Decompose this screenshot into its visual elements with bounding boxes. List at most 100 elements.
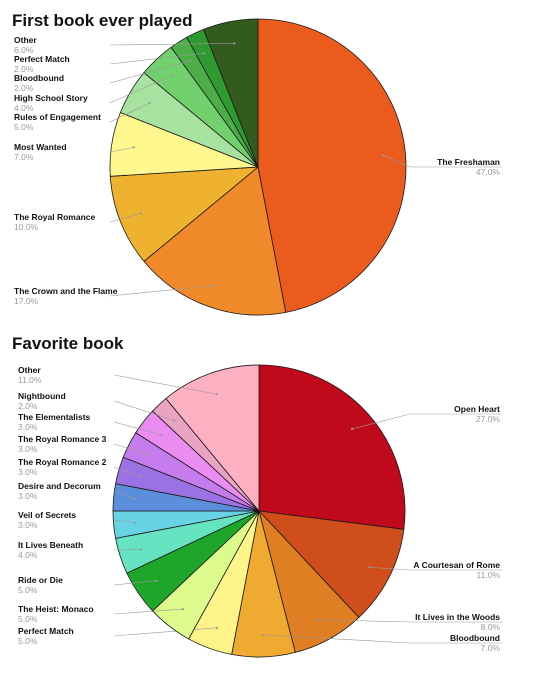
chart-1-leader-the-crown-and-the-flame: [109, 285, 216, 297]
chart-2-leader-dot-the-heist-monaco: [181, 608, 184, 611]
chart-2-value-ride-or-die: 5.0%: [18, 585, 38, 595]
chart-2-leader-dot-ride-or-die: [155, 579, 158, 582]
chart-1-leader-high-school-story: [109, 75, 173, 104]
chart-1-leader-dot-rules-of-engagement: [148, 101, 151, 105]
chart-2-leader-dot-veil-of-secrets: [134, 521, 137, 524]
chart-2-leader-bloodbound: [262, 634, 502, 644]
chart-1-leader-the-freshaman: [383, 154, 502, 168]
chart-2-leader-dot-it-lives-beneath: [139, 548, 143, 551]
chart-1-leader-most-wanted: [109, 147, 134, 153]
chart-2-value-nightbound: 2.0%: [18, 401, 38, 411]
chart-1-slice-the-royal-romance: [109, 166, 260, 262]
chart-1-label-the-royal-romance: The Royal Romance: [14, 212, 96, 222]
chart-2-label-the-royal-romance-3: The Royal Romance 3: [18, 434, 107, 444]
chart-2-label-bloodbound: Bloodbound: [450, 633, 500, 643]
chart-2-value-the-elementalists: 3.0%: [18, 422, 38, 432]
chart-2-leader-the-elementalists: [113, 421, 161, 436]
chart-2-value-the-heist-monaco: 5.0%: [18, 614, 38, 624]
chart-1-leader-dot-bloodbound: [189, 59, 192, 62]
chart-1-value-high-school-story: 4.0%: [14, 103, 34, 113]
chart-1-leader-dot-the-royal-romance: [139, 212, 143, 215]
chart-1-value-the-royal-romance: 10.0%: [14, 222, 39, 232]
chart-2-value-the-royal-romance-2: 3.0%: [18, 467, 38, 477]
chart-2-leader-dot-the-elementalists: [159, 433, 162, 436]
chart-1-value-perfect-match: 2.0%: [14, 64, 34, 74]
chart-2-leader-dot-bloodbound: [261, 633, 264, 637]
chart-1-label-bloodbound: Bloodbound: [14, 73, 64, 83]
chart-2-label-a-courtesan-of-rome: A Courtesan of Rome: [413, 560, 500, 570]
chart-2-leader-dot-the-royal-romance-2: [138, 475, 141, 478]
chart-2-label-the-elementalists: The Elementalists: [18, 412, 91, 422]
chart-2-value-it-lives-beneath: 4.0%: [18, 550, 38, 560]
chart-2-leader-dot-a-courtesan-of-rome: [368, 566, 371, 569]
chart-2-leader-dot-the-royal-romance-3: [147, 453, 150, 456]
chart-2-slice-a-courtesan-of-rome: [257, 510, 405, 618]
chart-2-leader-veil-of-secrets: [113, 519, 136, 523]
chart-2-value-a-courtesan-of-rome: 11.0%: [477, 570, 501, 580]
chart-2-value-desire-and-decorum: 3.0%: [18, 491, 38, 501]
chart-2-leader-dot-open-heart: [351, 427, 354, 430]
chart-2-label-desire-and-decorum: Desire and Decorum: [18, 481, 101, 491]
chart-1-title: First book ever played: [12, 11, 192, 30]
chart-2-leader-it-lives-in-the-woods: [318, 619, 502, 623]
chart-2-leader-the-heist-monaco: [113, 608, 183, 615]
chart-1-value-the-crown-and-the-flame: 17.0%: [14, 296, 39, 306]
chart-1-label-other: Other: [14, 35, 37, 45]
chart-2-value-veil-of-secrets: 3.0%: [18, 520, 38, 530]
chart-2-label-open-heart: Open Heart: [454, 404, 500, 414]
chart-2-leader-nightbound: [113, 400, 175, 421]
chart-2-leader-dot-other: [215, 393, 219, 396]
chart-1-leader-dot-most-wanted: [132, 146, 135, 149]
chart-2-leader-open-heart: [352, 413, 502, 430]
chart-1-value-other: 6.0%: [14, 45, 34, 55]
chart-1-leader-perfect-match: [109, 52, 205, 65]
chart-1-value-most-wanted: 7.0%: [14, 152, 34, 162]
chart-2-label-the-royal-romance-2: The Royal Romance 2: [18, 457, 107, 467]
chart-2-label-veil-of-secrets: Veil of Secrets: [18, 510, 76, 520]
chart-1-leader-rules-of-engagement: [109, 102, 150, 123]
chart-2-label-it-lives-in-the-woods: It Lives in the Woods: [415, 612, 500, 622]
chart-1-leader-the-royal-romance: [109, 213, 142, 223]
chart-2-label-perfect-match: Perfect Match: [18, 626, 74, 636]
chart-1-leader-dot-perfect-match: [203, 52, 206, 55]
chart-1-value-rules-of-engagement: 5.0%: [14, 122, 34, 132]
chart-1-leader-dot-other: [233, 42, 236, 45]
chart-2-leader-perfect-match: [113, 627, 218, 637]
chart-2-label-nightbound: Nightbound: [18, 391, 66, 401]
chart-2-label-the-heist-monaco: The Heist: Monaco: [18, 604, 94, 614]
chart-2-value-open-heart: 27.0%: [476, 414, 501, 424]
chart-1-leader-bloodbound: [109, 60, 191, 84]
chart-1-value-bloodbound: 2.0%: [14, 83, 34, 93]
chart-2-leader-the-royal-romance-3: [113, 443, 149, 455]
chart-2-value-the-royal-romance-3: 3.0%: [18, 444, 38, 454]
chart-1-slice-the-freshaman: [257, 18, 407, 313]
chart-2-leader-dot-perfect-match: [215, 626, 219, 629]
chart-2-label-other: Other: [18, 365, 41, 375]
chart-2-leader-other: [113, 374, 218, 395]
chart-2-value-perfect-match: 5.0%: [18, 636, 38, 646]
chart-2-value-other: 11.0%: [18, 375, 42, 385]
chart-2-leader-desire-and-decorum: [113, 490, 136, 500]
chart-1-leader-dot-the-freshaman: [382, 154, 385, 157]
chart-2-label-it-lives-beneath: It Lives Beneath: [18, 540, 83, 550]
chart-2-slice-open-heart: [258, 364, 406, 530]
chart-2-slice-other: [165, 364, 260, 513]
chart-2-value-bloodbound: 7.0%: [481, 643, 501, 653]
chart-2-value-it-lives-in-the-woods: 8.0%: [481, 622, 501, 632]
chart-2-leader-dot-desire-and-decorum: [134, 498, 137, 501]
chart-1-label-the-freshaman: The Freshaman: [437, 157, 500, 167]
chart-2-label-ride-or-die: Ride or Die: [18, 575, 63, 585]
chart-1-leader-other: [109, 43, 235, 46]
chart-2-leader-dot-nightbound: [172, 419, 176, 422]
chart-1-leader-dot-the-crown-and-the-flame: [214, 284, 217, 287]
chart-1-label-most-wanted: Most Wanted: [14, 142, 67, 152]
chart-2-title: Favorite book: [12, 334, 124, 353]
chart-2-leader-a-courtesan-of-rome: [369, 567, 502, 571]
chart-1-label-perfect-match: Perfect Match: [14, 54, 70, 64]
chart-1-value-the-freshaman: 47.0%: [476, 167, 501, 177]
chart-1-slice-the-crown-and-the-flame: [143, 166, 287, 316]
chart-2-leader-it-lives-beneath: [113, 549, 142, 551]
chart-1-label-the-crown-and-the-flame: The Crown and the Flame: [14, 286, 118, 296]
